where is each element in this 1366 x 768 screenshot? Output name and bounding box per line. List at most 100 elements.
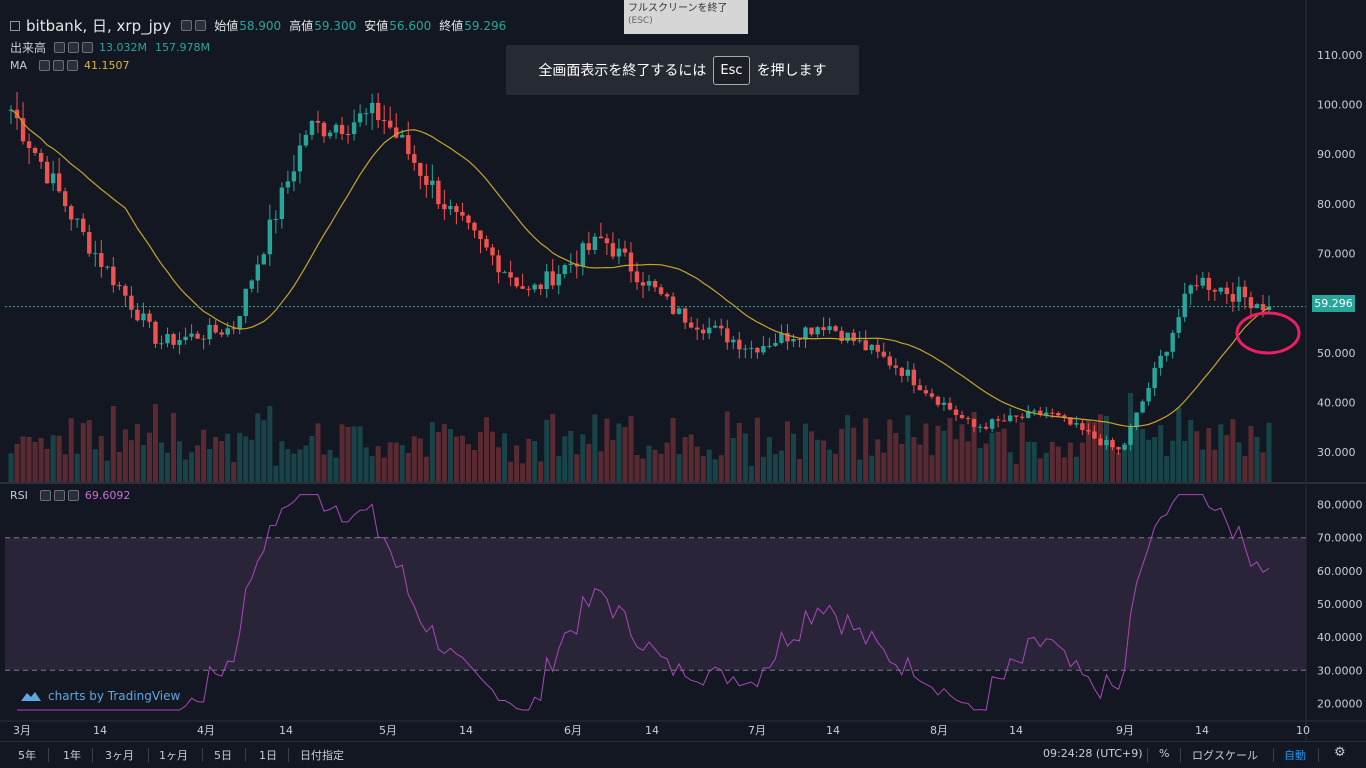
volume-bar	[1140, 428, 1146, 482]
candle-body	[394, 127, 399, 138]
volume-bar	[953, 439, 959, 482]
volume-bar	[26, 436, 32, 482]
volume-bar	[219, 440, 225, 482]
eye-icon[interactable]	[39, 60, 51, 71]
candle-body	[502, 272, 507, 274]
settings-icon[interactable]	[53, 490, 65, 501]
range-5y-button[interactable]: 5年	[18, 749, 36, 762]
volume-bar	[520, 463, 526, 482]
range-1m-button[interactable]: 1ヶ月	[159, 749, 188, 762]
candle-body	[797, 338, 802, 340]
eye-icon[interactable]	[39, 490, 51, 501]
volume-bar	[754, 417, 760, 482]
volume-bar	[56, 435, 62, 482]
range-1y-button[interactable]: 1年	[63, 749, 81, 762]
candle-body	[1152, 367, 1157, 389]
candle-body	[381, 120, 387, 122]
volume-bar	[1188, 419, 1194, 482]
close-icon[interactable]	[67, 60, 79, 71]
volume-bar	[977, 447, 983, 482]
annotation-circle	[1235, 311, 1301, 355]
candle-body	[1254, 304, 1260, 309]
candle-body	[249, 280, 254, 289]
volume-label: 出来高	[10, 41, 47, 55]
candle-body	[1140, 401, 1145, 413]
rsi-label: RSI	[10, 489, 28, 502]
eye-icon[interactable]	[181, 20, 193, 31]
volume-bar	[477, 431, 483, 482]
candle-body	[839, 330, 844, 341]
candle-body	[261, 254, 267, 265]
time-tick-label: 3月	[13, 724, 31, 737]
volume-bar	[676, 454, 682, 482]
ma-legend: MA 41.1507	[10, 59, 130, 72]
volume-bar	[760, 456, 766, 482]
volume-bar	[417, 438, 423, 482]
volume-bar	[496, 447, 502, 482]
tradingview-attribution[interactable]: charts by TradingView	[20, 689, 180, 703]
price-tick-label: 110.000	[1317, 49, 1363, 62]
candle-body	[755, 347, 760, 353]
close-icon[interactable]	[67, 490, 79, 501]
clock-readout[interactable]: 09:24:28 (UTC+9)	[1043, 747, 1143, 760]
volume-bar	[32, 441, 38, 482]
gear-icon[interactable]: ⚙	[1334, 745, 1346, 760]
candle-body	[69, 206, 74, 220]
volume-bar	[1212, 449, 1218, 482]
eye-icon[interactable]	[54, 42, 66, 53]
divider	[1318, 748, 1319, 762]
candle-body	[309, 120, 315, 135]
time-tick-label: 14	[1009, 724, 1023, 737]
candle-body	[400, 135, 405, 138]
candle-body	[418, 162, 423, 176]
volume-bar	[544, 419, 550, 482]
auto-scale-toggle[interactable]: 自動	[1284, 749, 1306, 762]
range-3m-button[interactable]: 3ヶ月	[105, 749, 134, 762]
volume-bar	[1091, 421, 1097, 482]
volume-bar	[134, 423, 140, 482]
volume-bar	[640, 458, 646, 482]
rsi-tick-label: 60.0000	[1317, 565, 1363, 578]
candle-body	[851, 332, 856, 342]
log-scale-toggle[interactable]: ログスケール	[1192, 749, 1258, 762]
candle-body	[1230, 293, 1236, 302]
candle-body	[1200, 277, 1205, 286]
candle-body	[448, 205, 453, 210]
candle-body	[971, 419, 977, 427]
candle-body	[81, 218, 86, 233]
collapse-icon[interactable]	[10, 20, 20, 31]
candle-body	[1248, 297, 1254, 309]
candle-body	[1074, 423, 1079, 425]
settings-icon[interactable]	[53, 60, 65, 71]
settings-icon[interactable]	[68, 42, 80, 53]
candle-body	[1007, 415, 1013, 422]
volume-bar	[1049, 441, 1055, 482]
settings-icon[interactable]	[195, 20, 207, 31]
divider	[1147, 748, 1148, 762]
candle-body	[707, 327, 712, 334]
volume-bar	[38, 438, 44, 482]
candle-body	[195, 333, 200, 339]
candle-body	[333, 124, 339, 133]
range-5d-button[interactable]: 5日	[214, 749, 232, 762]
candle-body	[682, 308, 688, 323]
candle-body	[105, 266, 110, 268]
volume-bar	[267, 405, 273, 482]
candle-body	[713, 325, 718, 328]
close-icon[interactable]	[82, 42, 94, 53]
percent-toggle[interactable]: %	[1159, 747, 1170, 760]
candle-body	[953, 409, 959, 416]
volume-bar	[1031, 441, 1037, 482]
candle-body	[959, 415, 965, 419]
candle-body	[520, 286, 525, 289]
volume-bar	[772, 453, 778, 482]
range-1d-button[interactable]: 1日	[259, 749, 277, 762]
goto-date-button[interactable]: 日付指定	[300, 749, 344, 762]
volume-bar	[574, 454, 580, 482]
volume-bar	[1073, 456, 1079, 482]
volume-bar	[1218, 424, 1224, 482]
candle-body	[701, 329, 706, 334]
time-tick-label: 14	[93, 724, 107, 737]
volume-bar	[231, 462, 237, 482]
